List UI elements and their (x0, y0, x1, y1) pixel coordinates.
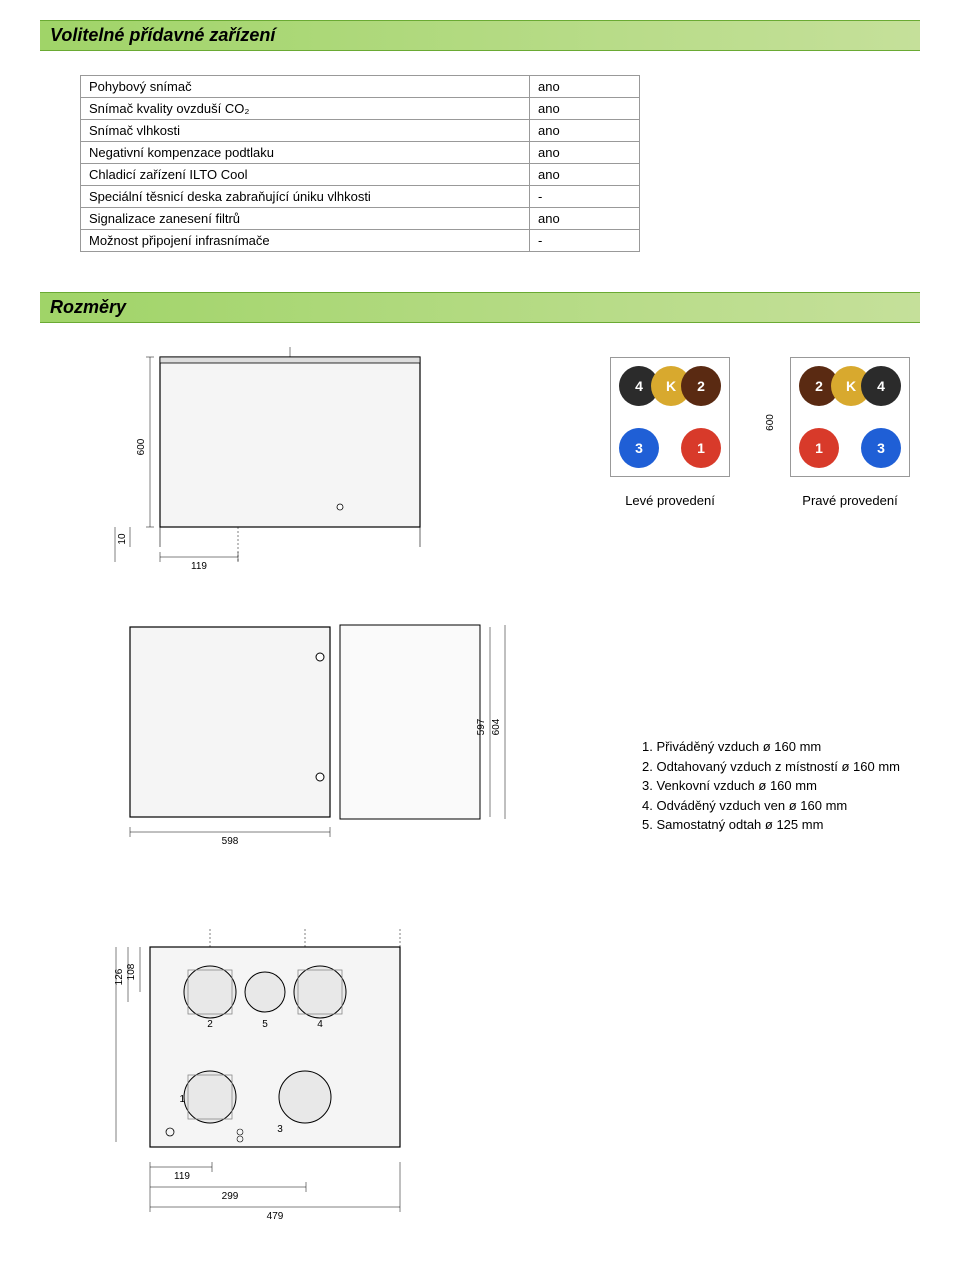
table-row: Možnost připojení infrasnímače- (81, 230, 640, 252)
conn-port: 1 (799, 428, 839, 468)
top-port-3: 3 (277, 1124, 283, 1135)
dim-299-label: 299 (222, 1191, 239, 1202)
table-row: Pohybový snímačano (81, 76, 640, 98)
table-row: Negativní kompenzace podtlakuano (81, 142, 640, 164)
table-cell-label: Negativní kompenzace podtlaku (81, 142, 530, 164)
legend-item: 3. Venkovní vzduch ø 160 mm (642, 776, 900, 796)
dim-119b-label: 119 (174, 1171, 190, 1182)
conn-port: 1 (681, 428, 721, 468)
section-bar-options: Volitelné přídavné zařízení (40, 20, 920, 51)
legend-item: 1. Přiváděný vzduch ø 160 mm (642, 737, 900, 757)
dim-126-label: 126 (114, 968, 125, 985)
legend-item: 2. Odtahovaný vzduch z místností ø 160 m… (642, 757, 900, 777)
dim-604-label: 604 (491, 718, 502, 735)
legend-item: 4. Odváděný vzduch ven ø 160 mm (642, 796, 900, 816)
side-view-drawing: 598 597 604 (110, 617, 550, 847)
table-cell-label: Chladicí zařízení ILTO Cool (81, 164, 530, 186)
conn-side-dim-600: 600 (765, 414, 776, 431)
section-title-dimensions: Rozměry (50, 297, 910, 318)
table-cell-value: ano (530, 98, 640, 120)
dim-60-label: 60 (110, 541, 113, 553)
side-view-row: 598 597 604 1. Přiváděný vzduch ø 160 mm… (40, 617, 920, 857)
conn-port: 2 (681, 366, 721, 406)
front-view-row: 600 10 60 119 4K231 (40, 347, 920, 607)
options-table: Pohybový snímačanoSnímač kvality ovzduší… (80, 75, 640, 252)
table-cell-label: Speciální těsnicí deska zabraňující únik… (81, 186, 530, 208)
conn-port: 4 (861, 366, 901, 406)
top-port-2: 2 (207, 1019, 213, 1030)
table-cell-label: Snímač vlhkosti (81, 120, 530, 142)
table-row: Snímač kvality ovzduší CO₂ano (81, 98, 640, 120)
dim-457-label: 457 (110, 1038, 113, 1055)
top-view-row: 2 5 4 1 3 108 126 (40, 887, 920, 1227)
top-port-5: 5 (262, 1019, 268, 1030)
dim-119-label: 119 (191, 561, 207, 572)
table-cell-value: - (530, 186, 640, 208)
section-bar-dimensions: Rozměry (40, 292, 920, 323)
table-row: Chladicí zařízení ILTO Coolano (81, 164, 640, 186)
connection-diagrams: 4K231 2K413 600 Levé provedení Pravé pro… (610, 357, 910, 508)
table-cell-value: ano (530, 76, 640, 98)
table-row: Snímač vlhkostiano (81, 120, 640, 142)
table-cell-value: ano (530, 142, 640, 164)
legend-item: 5. Samostatný odtah ø 125 mm (642, 815, 900, 835)
legend: 1. Přiváděný vzduch ø 160 mm 2. Odtahova… (642, 737, 900, 835)
section-title-options: Volitelné přídavné zařízení (50, 25, 910, 46)
page: Volitelné přídavné zařízení Pohybový sní… (0, 0, 960, 1267)
front-view-drawing: 600 10 60 119 (110, 347, 470, 587)
top-port-1: 1 (179, 1094, 185, 1105)
conn-right-label: Pravé provedení (790, 493, 910, 508)
conn-port: 3 (619, 428, 659, 468)
conn-port: 3 (861, 428, 901, 468)
dim-598-label: 598 (222, 836, 239, 847)
table-cell-label: Snímač kvality ovzduší CO₂ (81, 98, 530, 120)
table-row: Speciální těsnicí deska zabraňující únik… (81, 186, 640, 208)
table-cell-value: ano (530, 164, 640, 186)
table-cell-label: Signalizace zanesení filtrů (81, 208, 530, 230)
conn-left-label: Levé provedení (610, 493, 730, 508)
table-cell-value: ano (530, 120, 640, 142)
top-view-drawing: 2 5 4 1 3 108 126 (110, 887, 570, 1227)
table-cell-value: - (530, 230, 640, 252)
dimensions-block: 600 10 60 119 4K231 (40, 347, 920, 1227)
table-cell-label: Pohybový snímač (81, 76, 530, 98)
table-cell-label: Možnost připojení infrasnímače (81, 230, 530, 252)
dim-108-label: 108 (126, 963, 137, 980)
dim-479-label: 479 (267, 1211, 284, 1222)
top-port-4: 4 (317, 1019, 323, 1030)
dim-10-label: 10 (117, 533, 128, 545)
table-row: Signalizace zanesení filtrůano (81, 208, 640, 230)
dim-597-label: 597 (476, 718, 487, 735)
dim-600-label: 600 (136, 438, 147, 455)
connection-right: 2K413 (790, 357, 910, 477)
table-cell-value: ano (530, 208, 640, 230)
connection-left: 4K231 (610, 357, 730, 477)
